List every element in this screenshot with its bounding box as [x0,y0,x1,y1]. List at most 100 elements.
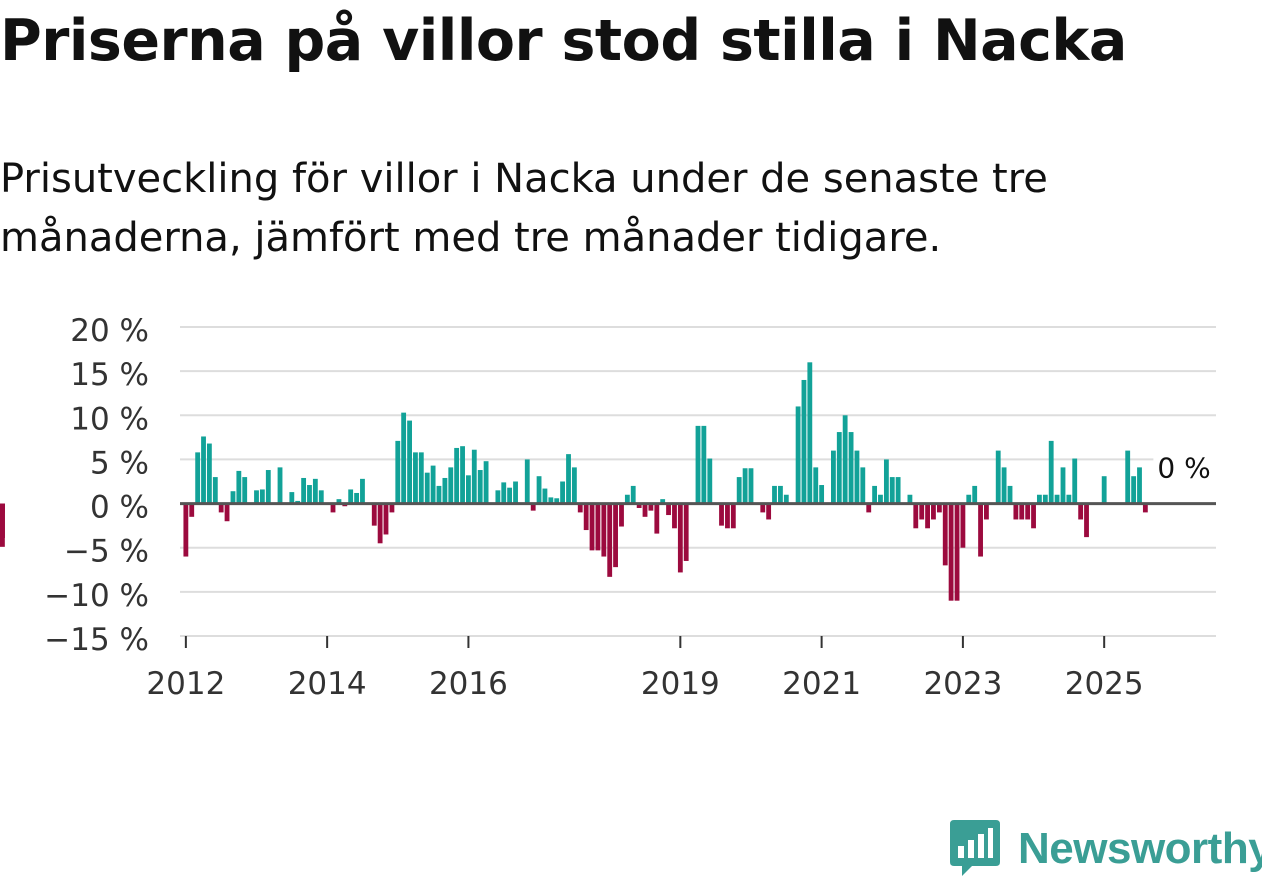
bar [524,459,530,504]
bar [660,499,666,504]
bar [413,452,418,504]
bar [725,503,730,529]
x-tick-label: 2019 [641,666,720,702]
bar [889,477,895,504]
bar [554,498,560,504]
bar [454,447,460,504]
bar [395,440,401,504]
bar [277,467,283,504]
bar [259,489,265,504]
bar [801,379,807,504]
bar [807,362,813,504]
bar [212,477,218,504]
bar [183,503,189,557]
bar [206,443,212,504]
bar [942,503,948,566]
bar [530,503,536,511]
bar [719,503,724,526]
bar [1013,503,1019,520]
bar [1060,467,1066,504]
bar [984,503,989,520]
bar [613,503,618,568]
bar [348,489,354,504]
bar [836,432,842,504]
bar [748,468,754,504]
bar [607,503,613,577]
bar [695,425,701,504]
bar [895,477,901,504]
bar [0,503,5,547]
bar [471,449,477,504]
bar [189,503,195,517]
bar [495,490,501,504]
x-tick-label: 2012 [146,666,225,702]
latest-value-label: 0 % [1157,451,1210,484]
brand-name: Newsworthy [1018,824,1262,873]
bar [1007,485,1013,504]
chart-subtitle: Prisutveckling för villor i Nacka under … [0,156,1048,261]
bar [648,503,654,511]
bar [254,490,259,504]
y-tick-label: −15 % [44,622,149,658]
bar [1125,450,1131,504]
bar [1137,467,1142,504]
bar [736,477,742,504]
x-tick-label: 2021 [782,666,861,702]
bar [442,477,448,504]
y-tick-label: 10 % [70,401,149,437]
bar [242,477,248,504]
bar [954,503,960,601]
bar [307,485,312,504]
bar [919,503,925,520]
bar [1025,503,1031,520]
x-axis: 2012 2014 2016 2019 2021 2023 2025 [146,636,1144,702]
bar [1031,503,1036,529]
bar [542,488,548,504]
bar [1001,467,1007,504]
bar [778,485,783,504]
bar [566,454,571,504]
bar [672,503,677,529]
bar [642,503,648,517]
bar [236,470,242,504]
bar [1101,476,1107,504]
bar [418,452,424,504]
bar [377,503,383,544]
bar [854,450,860,504]
bar [878,494,883,504]
bar [966,494,972,504]
bar [683,503,689,561]
bar [913,503,919,529]
bar [483,461,489,504]
bar [630,485,636,504]
bar [772,485,777,504]
x-tick-label: 2025 [1065,666,1144,702]
bar [513,481,518,504]
bar [1072,458,1078,504]
bar [430,465,436,504]
bars [0,362,1148,601]
bar [925,503,930,529]
bar [730,503,736,529]
bar [1066,494,1072,504]
y-tick-label: −10 % [44,578,149,614]
bar [1019,503,1025,520]
bar [401,412,407,504]
bar [330,503,336,513]
bar [866,503,872,513]
bar [424,472,430,504]
bar [654,503,660,534]
bar [383,503,389,535]
bar [819,485,825,504]
bar [742,468,748,504]
bar [1084,503,1089,538]
bar [860,467,866,504]
bar [571,467,577,504]
bar [477,470,483,504]
y-axis-labels: 20 % 15 % 10 % 5 % 0 % −5 % −10 % −15 % [44,313,149,658]
x-tick-label: 2016 [429,666,508,702]
y-tick-label: −5 % [64,534,149,570]
bar [436,485,442,504]
bar [1131,476,1137,504]
bar [318,490,324,504]
